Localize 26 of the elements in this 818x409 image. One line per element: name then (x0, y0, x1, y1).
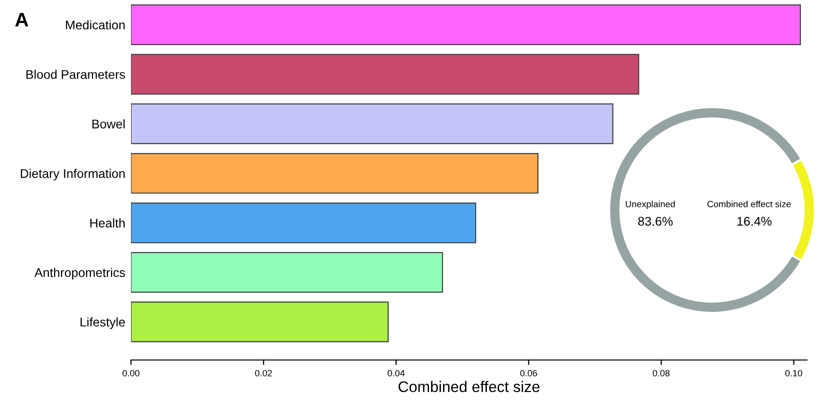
x-axis-title: Combined effect size (398, 380, 540, 392)
bar (131, 103, 614, 144)
bar (131, 152, 538, 194)
slice-label: Unexplained (626, 200, 675, 210)
y-tick-label: Dietary Information (20, 168, 125, 180)
x-tick-label: 0.02 (255, 370, 272, 376)
y-tick-label: Anthropometrics (34, 268, 125, 280)
x-tick-label: 0.04 (388, 370, 405, 376)
text: A (15, 12, 28, 26)
y-tick-label: Lifestyle (80, 317, 125, 329)
x-tick-label: 0.08 (652, 370, 670, 376)
x-tick-label: 0.06 (520, 370, 538, 376)
bar (131, 4, 801, 46)
y-tick-label: Blood Parameters (26, 70, 125, 79)
bar (131, 302, 389, 342)
x-tick-label: 0.00 (122, 370, 140, 376)
bar (131, 202, 476, 244)
x-tick-label: 0.10 (785, 370, 802, 376)
data-label: 83.6% (638, 216, 673, 226)
bar (131, 54, 640, 95)
y-tick-label: Medication (66, 20, 125, 30)
bar (131, 252, 444, 293)
y-tick-label: Bowel (92, 119, 125, 128)
slice-label: Combined effect size (707, 200, 791, 208)
y-tick-label: Health (90, 218, 125, 228)
data-label: 16.4% (737, 216, 772, 226)
